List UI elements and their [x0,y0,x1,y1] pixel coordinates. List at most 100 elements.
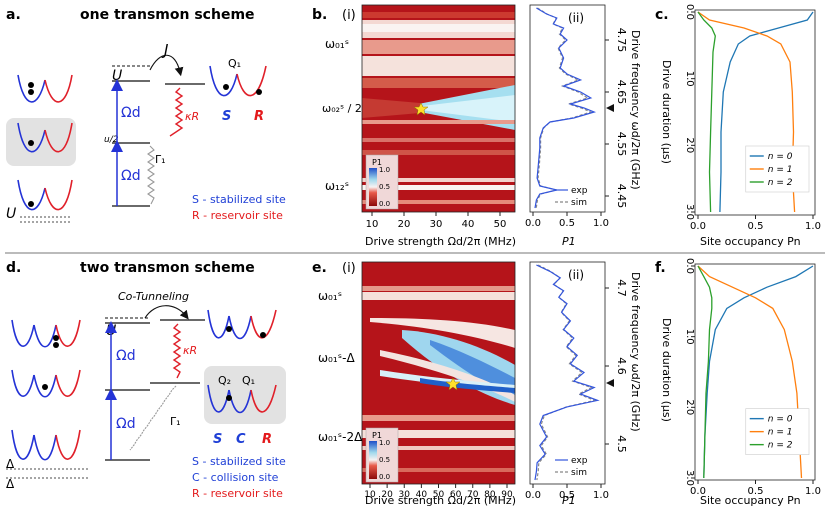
q2-label-d: Q₂ [218,374,231,387]
cbar-tick-b-3: 0.0 [379,200,390,208]
panel-letter-e: e. [312,260,327,276]
ytick-f: 2.0 [684,399,695,415]
arrow-marker-b [606,104,614,112]
ylabel-e-3: ω₀₁ˢ-2Δ [318,430,363,444]
xtick-e: 20 [381,490,393,500]
legend-exp-b: exp [571,186,588,196]
xlabel-e2: P1 [562,494,576,507]
omega-label-a1: Ωd [121,105,141,121]
xtick-e: 30 [399,490,411,500]
cbar-tick-b-2: 0.5 [379,183,390,191]
occupancy-line-n0 [719,11,814,213]
well-top-left-d [11,319,81,348]
ylabel-f: Drive duration (μs) [660,318,673,422]
legend-entry: n = 0 [768,415,793,425]
ytick-c: 3.0 [684,204,695,220]
omega-label-a2: Ωd [121,168,141,184]
ytick-f: 1.0 [684,329,695,345]
ytick-c: 1.0 [684,71,695,87]
ylabel-b-2: ω₀₂ˢ / 2 [322,102,362,115]
scheme-title-two: two transmon scheme [80,260,255,276]
ytick-b2: 4.45 [615,184,628,209]
xtick-e: 70 [467,490,479,500]
u-bottom-label-a: U [6,206,16,222]
cbar-tick-e-1: 1.0 [379,439,390,447]
legend-sim-b: sim [571,198,587,208]
xlabel-b2: P1 [562,235,576,248]
occupancy-line-n2 [697,11,716,213]
heatmap-b [362,5,515,212]
panel-e2: (ii) exp sim 0.0 0.5 1.0 P1 4.7 4.6 4.5 Driv… [525,261,642,507]
ytick-f: 3.0 [684,470,695,486]
well-mid-left [17,122,73,153]
xtick-f: 0.5 [748,486,764,497]
ylabel-c: Drive duration (μs) [660,60,673,164]
xtick-e: 40 [416,490,428,500]
cbar-title-e: P1 [372,431,382,440]
s-label-d: S [213,432,222,447]
cbar-title-b: P1 [372,158,382,167]
legend-entry: n = 1 [768,165,793,175]
panel-letter-f: f. [655,260,666,276]
cotunnel-label: Co-Tunneling [118,290,189,303]
xtick-b2: 0.5 [559,218,575,229]
xtick-e: 80 [484,490,496,500]
panel-a: a. one transmon scheme U u/2 Ωd Ωd [6,7,286,223]
delta-label-1: Δ [6,457,15,471]
c-label-d: C [236,432,246,447]
cbar-tick-b-1: 1.0 [379,166,390,174]
exp-line [534,7,597,209]
well-right-box-d [207,384,277,414]
ylabel-e-2: ω₀₁ˢ-Δ [318,351,355,365]
well-bottom-left [17,179,73,211]
xtick-c: 0.5 [748,221,764,232]
ytick-e2: 4.7 [615,279,628,297]
xtick-c: 0.0 [690,221,706,232]
sim-line [536,264,597,481]
omega-label-d2: Ωd [116,416,136,432]
panel-letter-d: d. [6,260,21,276]
ytick-b2: 4.75 [615,28,628,53]
scheme-title-one: one transmon scheme [80,7,255,23]
xlabel-f: Site occupancy Pn [700,494,801,507]
panel-letter-a: a. [6,7,21,23]
legend-s-d: S - stabilized site [192,455,286,468]
ytick-c: 2.0 [684,137,695,153]
panel-b2: (ii) exp sim 0.0 0.5 1.0 P1 4.75 4.65 4.55 4.… [525,4,642,248]
panel-b: b. (i) P1 1.0 0.5 0.0 10 20 30 4 [312,4,516,248]
legend-r-d: R - reservoir site [192,487,283,500]
u-label-a: U [112,68,122,84]
xtick-b: 40 [462,219,475,230]
ytick-b2: 4.55 [615,132,628,157]
xtick-e: 90 [501,490,513,500]
omega-label-d1: Ωd [116,348,136,364]
delta-label-2: Δ [6,477,15,491]
q1-label-a: Q₁ [228,57,241,70]
xtick-e: 60 [450,490,462,500]
q1-label-d: Q₁ [242,374,255,387]
cbar-tick-e-3: 0.0 [379,473,390,481]
xtick-f: 1.0 [805,486,821,497]
well-top-left [17,74,73,103]
star-marker-e [445,377,461,391]
ylabel-b-3: ω₁₂ˢ [325,179,349,193]
s-label-a: S [222,109,231,124]
sub-label-e-i: (i) [342,261,356,276]
xtick-b2: 1.0 [593,218,609,229]
gamma-squiggle-d [129,385,177,451]
ytick-c: 0.0 [684,4,695,20]
ylabel-e-1: ω₀₁ˢ [318,289,342,303]
ytick-e2: 4.5 [615,435,628,453]
r-label-a: R [254,109,264,124]
highlight-box-d [204,366,286,424]
legend-exp-e: exp [571,456,588,466]
sub-label-e-ii: (ii) [568,268,584,282]
xtick-e: 10 [364,490,376,500]
exp-line [534,264,600,481]
xtick-e2: 1.0 [593,490,609,501]
legend-entry: n = 2 [768,178,793,188]
legend-c-d: C - collision site [192,471,279,484]
ylabel-b2: Drive frequency ωd/2π (GHz) [629,30,642,190]
xtick-b: 30 [430,219,443,230]
xtick-e2: 0.0 [525,490,541,501]
